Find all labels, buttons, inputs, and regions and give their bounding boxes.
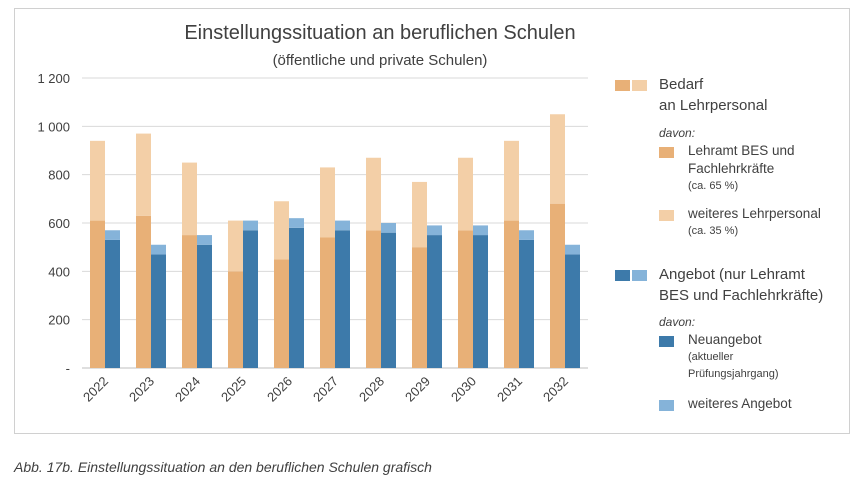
legend-swatch-angebot-light [632, 270, 647, 281]
legend-neu-line2: (aktueller [688, 351, 734, 363]
bar-neuangebot-2029 [427, 235, 442, 368]
bar-weiteres-lehrpersonal-2029 [412, 181, 427, 248]
y-tick-label: 400 [48, 264, 70, 279]
bar-neuangebot-2024 [197, 244, 212, 368]
bar-lehramt-2022 [90, 220, 105, 368]
bar-weiteres-angebot-2027 [335, 220, 350, 231]
bar-weiteres-angebot-2022 [105, 230, 120, 240]
x-tick-label: 2024 [172, 374, 203, 405]
bar-weiteres-lehrpersonal-2032 [550, 114, 565, 204]
bar-weiteres-lehrpersonal-2022 [90, 140, 105, 221]
legend-swatch-lehramt [659, 147, 674, 158]
x-tick-label: 2025 [218, 374, 249, 405]
legend-angebot-line1: Angebot (nur Lehramt [659, 266, 805, 283]
bar-weiteres-angebot-2023 [151, 244, 166, 255]
legend-bedarf-line2: an Lehrpersonal [659, 97, 768, 114]
legend-swatch-neuangebot [659, 336, 674, 347]
x-tick-label: 2023 [126, 374, 157, 405]
legend-neu-line1: Neuangebot [688, 332, 762, 347]
bar-lehramt-2027 [320, 237, 335, 368]
bar-lehramt-2024 [182, 235, 197, 368]
y-tick-label: 200 [48, 313, 70, 328]
legend-swatch-weiteres [659, 210, 674, 221]
bar-weiteres-angebot-2024 [197, 235, 212, 245]
bar-neuangebot-2026 [289, 227, 304, 368]
legend-davon-2: davon: [659, 315, 696, 329]
bar-lehramt-2030 [458, 230, 473, 368]
bar-weiteres-angebot-2030 [473, 225, 488, 236]
bar-lehramt-2023 [136, 215, 151, 368]
bar-neuangebot-2025 [243, 230, 258, 368]
legend-weiteres-angebot: weiteres Angebot [688, 396, 792, 411]
x-tick-label: 2022 [80, 374, 111, 405]
bar-neuangebot-2022 [105, 239, 120, 368]
bar-weiteres-lehrpersonal-2030 [458, 157, 473, 231]
bar-weiteres-lehrpersonal-2024 [182, 162, 197, 236]
legend-lehramt-line2: Fachlehrkräfte [688, 161, 775, 176]
legend-lehramt-line1: Lehramt BES und [688, 143, 795, 158]
x-tick-label: 2027 [310, 374, 341, 405]
bar-lehramt-2026 [274, 259, 289, 368]
legend-angebot-label: Angebot (nur Lehramt BES und Fachlehrkrä… [659, 264, 823, 306]
x-tick-label: 2026 [264, 374, 295, 405]
legend-neu-line3: Prüfungsjahrgang) [688, 368, 779, 380]
bar-weiteres-angebot-2028 [381, 223, 396, 233]
bar-lehramt-2029 [412, 247, 427, 368]
x-tick-label: 2030 [448, 374, 479, 405]
bar-lehramt-2025 [228, 271, 243, 368]
chart-subtitle: (öffentliche und private Schulen) [272, 52, 488, 69]
legend-neuangebot-label: Neuangebot (aktueller Prüfungsjahrgang) [688, 331, 779, 383]
y-tick-label: 1 200 [37, 71, 70, 86]
legend-weiteres-line1: weiteres Lehrpersonal [688, 206, 821, 221]
legend-lehramt-label: Lehramt BES und Fachlehrkräfte (ca. 65 %… [688, 142, 795, 195]
bar-neuangebot-2032 [565, 254, 580, 368]
bar-weiteres-angebot-2025 [243, 220, 258, 231]
bar-weiteres-angebot-2032 [565, 244, 580, 255]
bar-weiteres-lehrpersonal-2028 [366, 157, 381, 231]
y-tick-label: 800 [48, 168, 70, 183]
legend-bedarf-line1: Bedarf [659, 76, 704, 93]
bar-neuangebot-2030 [473, 235, 488, 368]
legend-lehramt-pct: (ca. 65 %) [688, 180, 739, 192]
x-tick-label: 2031 [494, 374, 525, 405]
y-tick-label: 600 [48, 216, 70, 231]
legend-swatch-bedarf-dark [615, 80, 630, 91]
legend-weiteres-pct: (ca. 35 %) [688, 225, 739, 237]
bar-weiteres-lehrpersonal-2027 [320, 167, 335, 238]
bar-neuangebot-2027 [335, 230, 350, 368]
bar-neuangebot-2023 [151, 254, 166, 368]
bar-weiteres-angebot-2029 [427, 225, 442, 236]
bar-lehramt-2031 [504, 220, 519, 368]
y-tick-label: 1 000 [37, 119, 70, 134]
bar-weiteres-angebot-2026 [289, 218, 304, 228]
chart-title: Einstellungssituation an beruflichen Sch… [184, 22, 576, 44]
legend-swatch-weiteres-angebot [659, 400, 674, 411]
legend-swatch-bedarf-light [632, 80, 647, 91]
legend-davon-1: davon: [659, 126, 696, 140]
bar-chart: - 200 400 600 800 1 000 1 200 2022 2023 2024 2025 2… [37, 71, 588, 405]
legend-weiteres-label: weiteres Lehrpersonal (ca. 35 %) [688, 205, 821, 240]
bar-weiteres-angebot-2031 [519, 230, 534, 240]
bar-weiteres-lehrpersonal-2023 [136, 133, 151, 216]
bar-neuangebot-2031 [519, 239, 534, 368]
bar-weiteres-lehrpersonal-2026 [274, 201, 289, 260]
bar-lehramt-2028 [366, 230, 381, 368]
x-tick-label: 2029 [402, 374, 433, 405]
bar-weiteres-lehrpersonal-2031 [504, 140, 519, 221]
legend-swatch-angebot-dark [615, 270, 630, 281]
bar-neuangebot-2028 [381, 232, 396, 368]
figure-caption: Abb. 17b. Einstellungssituation an den b… [14, 459, 432, 475]
bar-lehramt-2032 [550, 203, 565, 368]
x-tick-label: 2028 [356, 374, 387, 405]
bar-weiteres-lehrpersonal-2025 [228, 220, 243, 272]
legend-bedarf-label: Bedarf an Lehrpersonal [659, 74, 767, 116]
y-tick-label: - [66, 361, 70, 376]
legend-angebot-line2: BES und Fachlehrkräfte) [659, 287, 824, 304]
x-tick-label: 2032 [540, 374, 571, 405]
